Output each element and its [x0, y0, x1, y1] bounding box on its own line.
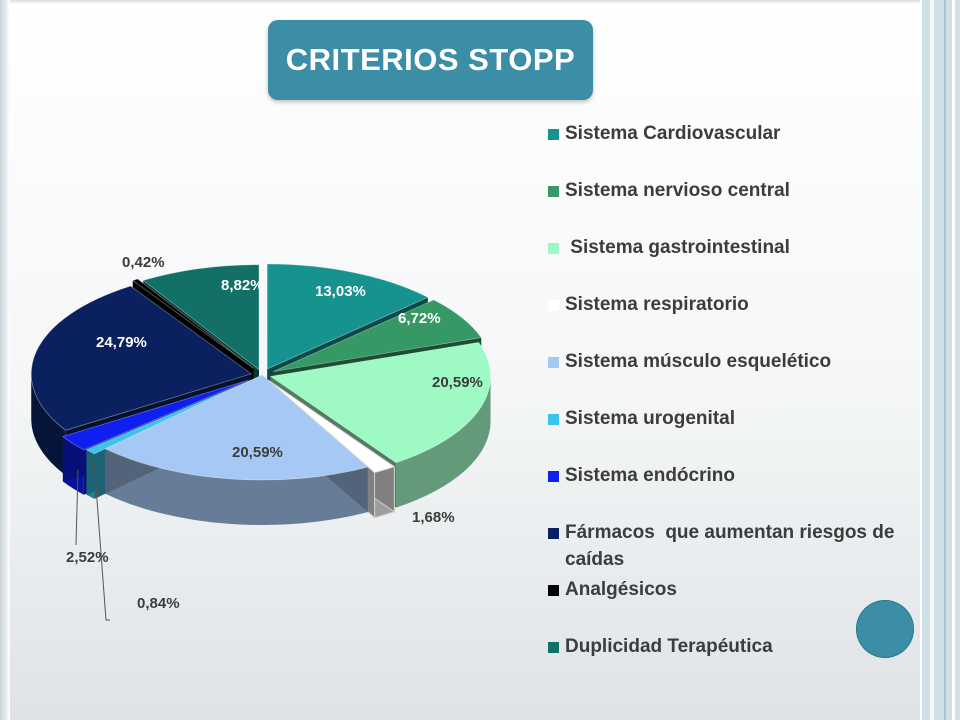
- legend-label-7: Fármacos que aumentan riesgos de caídas: [565, 522, 900, 570]
- legend-item-6: Sistema endócrino: [548, 462, 918, 489]
- legend-item-5: Sistema urogenital: [548, 405, 918, 432]
- legend-label-3: Sistema respiratorio: [565, 294, 749, 315]
- legend-item-9: Duplicidad Terapéutica: [548, 633, 918, 660]
- data-label-6: 2,52%: [66, 549, 109, 566]
- legend-item-3: Sistema respiratorio: [548, 291, 918, 318]
- legend-swatch-2: [548, 243, 559, 254]
- pie-slice-7-top: [30, 285, 253, 431]
- pie-slice-4: [104, 374, 369, 525]
- slide-left-border: [0, 0, 10, 720]
- legend-label-9: Duplicidad Terapéutica: [565, 636, 773, 657]
- legend-swatch-3: [548, 300, 559, 311]
- leader-line-5: [93, 459, 110, 621]
- pie-slice-0-top: [266, 263, 429, 370]
- pie-slice-3-top: [268, 380, 396, 474]
- pie-slice-7-side: [31, 373, 66, 476]
- legend-item-1: Sistema nervioso central: [548, 177, 918, 204]
- pie-slice-8-top: [131, 278, 254, 369]
- pie-slice-2-top: [269, 341, 491, 464]
- legend-item-4: Sistema músculo esquelético: [548, 348, 918, 375]
- decorative-circle: [856, 600, 914, 658]
- data-label-7: 24,79%: [96, 334, 147, 351]
- legend-swatch-9: [548, 642, 559, 653]
- pie-slice-6-top: [62, 379, 249, 451]
- legend-swatch-7: [548, 528, 559, 539]
- legend-label-4: Sistema músculo esquelético: [565, 351, 832, 372]
- legend-swatch-6: [548, 471, 559, 482]
- data-label-5: 0,84%: [137, 595, 180, 612]
- legend-label-6: Sistema endócrino: [565, 465, 735, 486]
- slide-top-border: [0, 0, 920, 4]
- leader-line-6: [75, 469, 79, 546]
- data-label-3: 1,68%: [412, 509, 455, 526]
- data-label-2: 20,59%: [432, 374, 483, 391]
- legend-item-2: Sistema gastrointestinal: [548, 234, 918, 261]
- legend-swatch-0: [548, 129, 559, 140]
- legend-swatch-4: [548, 357, 559, 368]
- legend-swatch-8: [548, 585, 559, 596]
- slide-right-decoration: [920, 0, 960, 720]
- slide-title: CRITERIOS STOPP: [268, 20, 593, 100]
- legend-item-7: Fármacos que aumentan riesgos de caídas: [548, 519, 918, 573]
- data-label-9: 8,82%: [221, 277, 264, 294]
- pie-slice-2-side: [396, 376, 491, 508]
- pie-slice-9-top: [142, 264, 260, 371]
- legend-label-5: Sistema urogenital: [565, 408, 735, 429]
- legend-label-8: Analgésicos: [565, 579, 677, 600]
- legend-label-0: Sistema Cardiovascular: [565, 123, 781, 144]
- legend-item-8: Analgésicos: [548, 576, 918, 603]
- pie-slice-4-side: [105, 448, 368, 525]
- pie-chart: 13,03% 6,72% 20,59% 1,68% 20,59% 0,84% 2,52% 24…: [30, 254, 491, 621]
- data-label-1: 6,72%: [398, 310, 441, 327]
- pie-slice-1-top: [272, 299, 482, 373]
- legend-label-1: Sistema nervioso central: [565, 180, 790, 201]
- legend-label-2: Sistema gastrointestinal: [565, 237, 790, 258]
- legend-item-0: Sistema Cardiovascular: [548, 120, 918, 147]
- legend-swatch-5: [548, 414, 559, 425]
- pie-slice-4-top: [104, 374, 369, 481]
- data-label-8: 0,42%: [122, 254, 165, 271]
- legend-swatch-1: [548, 186, 559, 197]
- pie-slice-5-top: [85, 379, 252, 455]
- data-label-4: 20,59%: [232, 444, 283, 461]
- data-label-0: 13,03%: [315, 283, 366, 300]
